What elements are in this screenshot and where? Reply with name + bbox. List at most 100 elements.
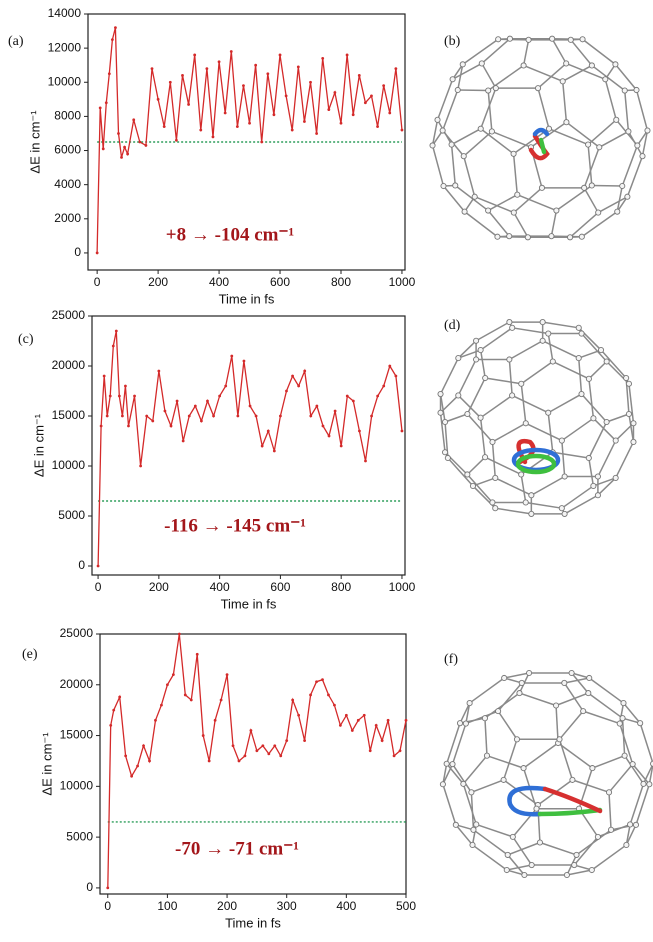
cage-bond — [471, 780, 503, 792]
cage-atom — [604, 359, 609, 364]
x-tick-label: 600 — [270, 275, 290, 289]
x-tick-label: 200 — [217, 899, 237, 913]
data-point — [333, 704, 336, 707]
cage-bond — [640, 723, 653, 764]
cage-atom — [478, 347, 483, 352]
data-point — [205, 67, 208, 70]
cage-atom — [479, 61, 484, 66]
cage-bond — [458, 359, 476, 395]
data-point — [358, 430, 361, 433]
trajectory — [541, 140, 544, 152]
cage-atom — [519, 472, 524, 477]
data-point — [346, 54, 349, 57]
cage-atom — [461, 781, 466, 786]
data-point — [109, 724, 112, 727]
data-point — [352, 113, 355, 116]
cage-atom — [471, 827, 476, 832]
cage-bond — [443, 90, 458, 131]
cage-bond — [492, 131, 531, 147]
data-point — [309, 694, 312, 697]
data-point — [224, 385, 227, 388]
cage-atom — [620, 183, 625, 188]
data-point — [214, 719, 217, 722]
cage-atom — [483, 455, 488, 460]
data-point — [303, 120, 306, 123]
data-point — [193, 54, 196, 57]
y-tick-label: 10000 — [48, 74, 82, 88]
data-point — [370, 95, 373, 98]
data-point — [115, 330, 118, 333]
cage-atom — [490, 500, 495, 505]
x-tick-label: 200 — [149, 580, 169, 594]
data-point — [297, 385, 300, 388]
cage-atom — [523, 500, 528, 505]
cage-atom — [550, 36, 555, 41]
x-tick-label: 800 — [331, 275, 351, 289]
cage-atom — [540, 319, 545, 324]
cage-atom — [546, 331, 551, 336]
cage-atom — [511, 151, 516, 156]
x-tick-label: 400 — [210, 580, 230, 594]
data-point — [163, 125, 166, 128]
cage-bond — [562, 486, 594, 508]
cage-atom — [435, 117, 440, 122]
cage-atom — [620, 716, 625, 721]
x-tick-label: 0 — [104, 899, 111, 913]
cage-atom — [483, 375, 488, 380]
cage-bond — [592, 756, 624, 768]
y-tick-label: 0 — [86, 880, 93, 894]
cage-bond — [453, 63, 482, 79]
cage-bond — [543, 341, 579, 358]
cage-atom — [613, 62, 618, 67]
data-point — [346, 395, 349, 398]
cage-atom — [515, 192, 520, 197]
cage-atom — [591, 483, 596, 488]
data-point — [327, 694, 330, 697]
cage-atom — [613, 438, 618, 443]
data-point — [202, 734, 205, 737]
cage-bond — [548, 394, 581, 413]
data-point — [175, 139, 178, 142]
data-point — [108, 72, 111, 75]
data-point — [218, 60, 221, 63]
cage-bond — [492, 423, 525, 442]
data-point — [208, 760, 211, 763]
cage-atom — [478, 415, 483, 420]
data-point — [170, 425, 173, 428]
data-point — [111, 38, 114, 41]
cage-atom — [579, 234, 584, 239]
data-point — [166, 683, 169, 686]
cage-atom — [472, 194, 477, 199]
data-point — [114, 26, 117, 29]
cage-atom — [456, 355, 461, 360]
data-point — [369, 749, 372, 752]
cage-bond — [572, 780, 609, 792]
fullerene-diagram — [440, 670, 653, 877]
cage-bond — [560, 711, 584, 739]
cage-atom — [579, 331, 584, 336]
data-point — [121, 415, 124, 418]
cage-atom — [640, 154, 645, 159]
cage-atom — [562, 474, 567, 479]
data-point — [133, 395, 136, 398]
y-tick-label: 5000 — [66, 829, 93, 843]
cage-atom — [450, 762, 455, 767]
data-point — [102, 147, 105, 150]
data-point — [154, 719, 157, 722]
cage-atom — [474, 822, 479, 827]
cage-atom — [596, 210, 601, 215]
cage-atom — [540, 338, 545, 343]
data-point — [130, 775, 133, 778]
cage-atom — [460, 62, 465, 67]
cage-bond — [513, 837, 532, 865]
data-point — [212, 135, 215, 138]
cage-bond — [630, 784, 643, 825]
cage-atom — [482, 716, 487, 721]
cage-atom — [519, 381, 524, 386]
cage-bond — [589, 678, 623, 703]
cage-bond — [540, 842, 577, 854]
cage-bond — [562, 418, 594, 440]
data-point — [238, 760, 241, 763]
cage-bond — [622, 145, 637, 186]
cage-bond — [464, 156, 475, 197]
